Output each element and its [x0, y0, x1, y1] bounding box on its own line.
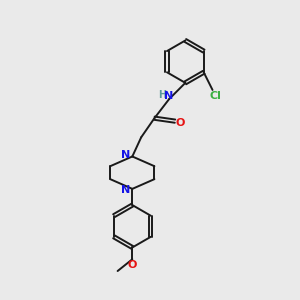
Text: Cl: Cl	[209, 91, 221, 101]
Text: N: N	[121, 185, 130, 195]
Text: N: N	[164, 91, 173, 100]
Text: O: O	[128, 260, 137, 270]
Text: H: H	[158, 90, 166, 100]
Text: N: N	[121, 150, 130, 160]
Text: O: O	[176, 118, 185, 128]
